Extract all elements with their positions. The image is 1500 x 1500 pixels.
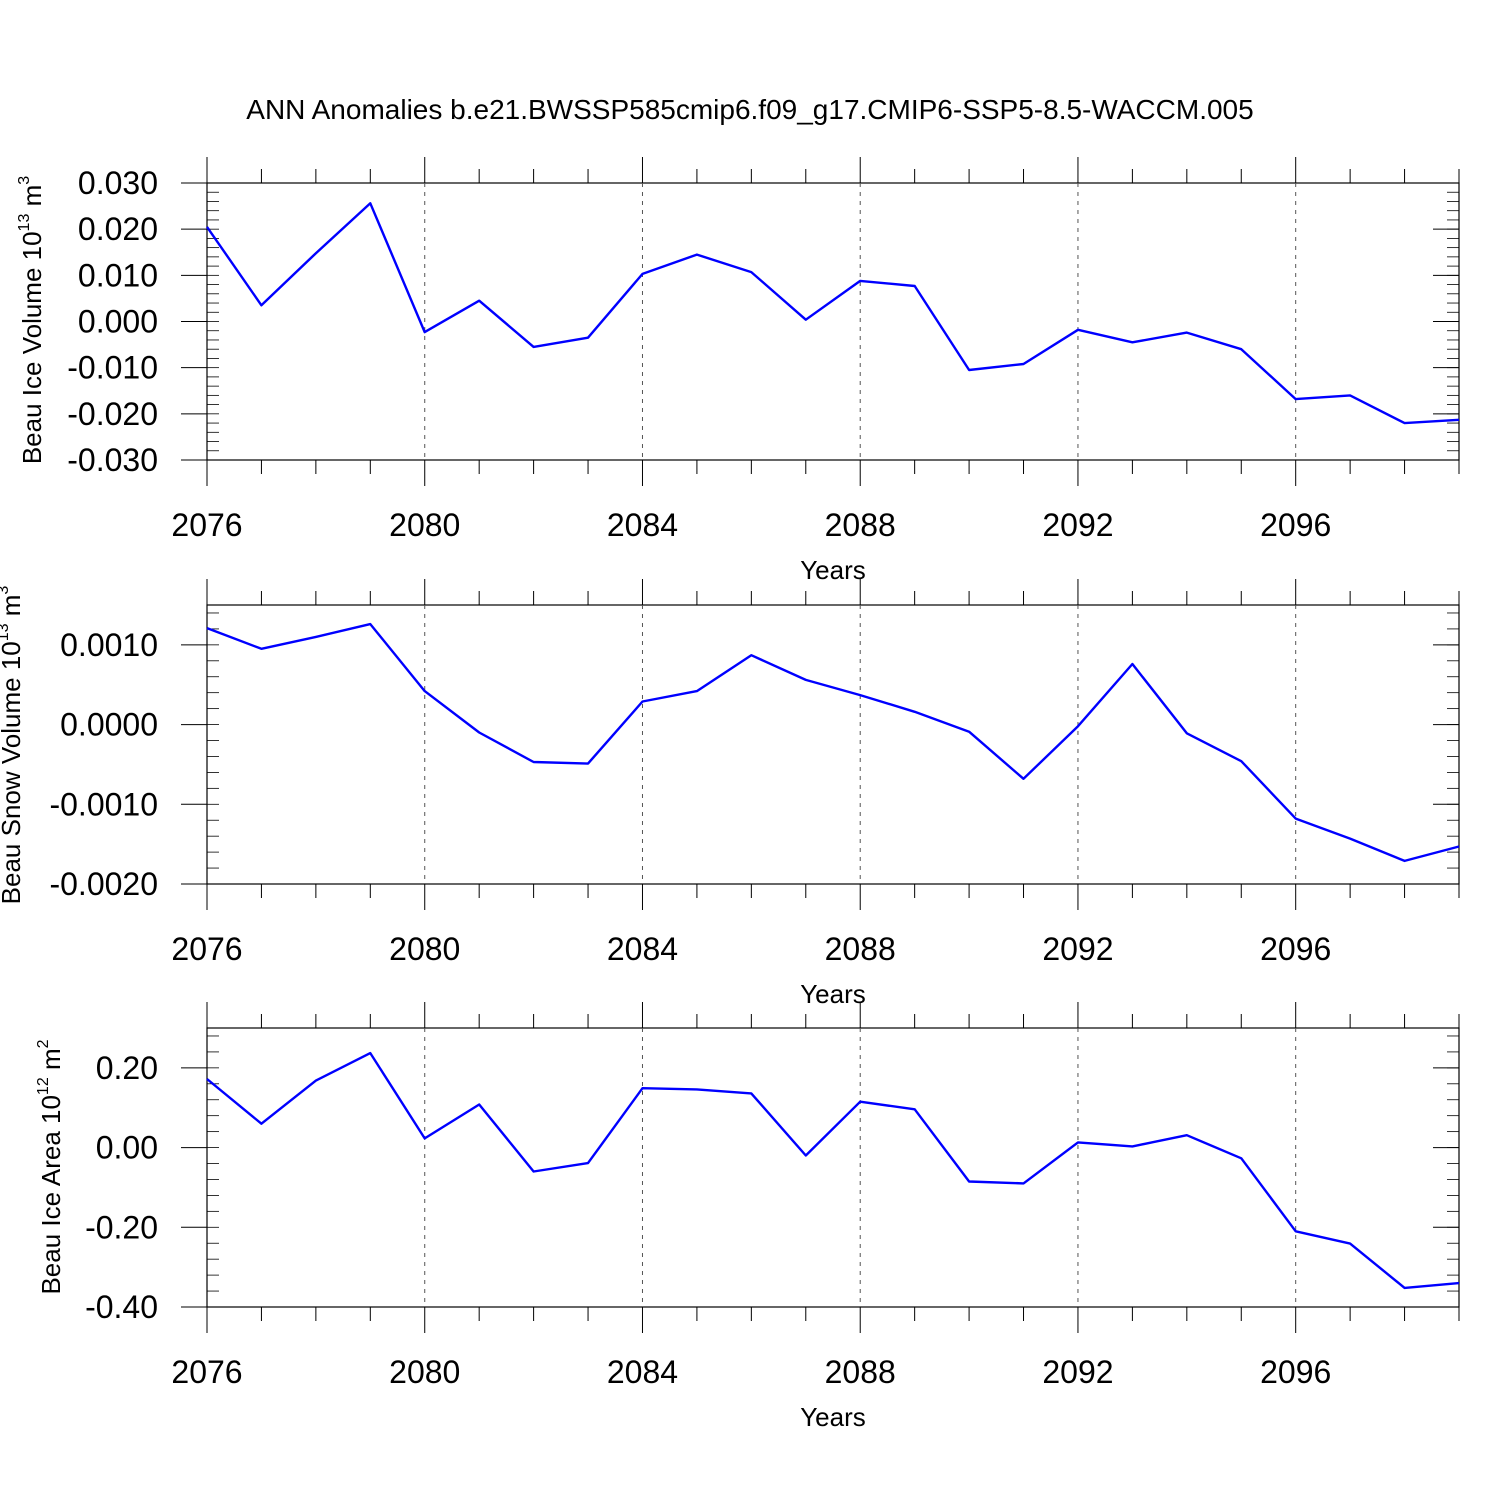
plot-frame (206, 604, 1460, 885)
x-axis-label: Years (800, 555, 866, 585)
x-axis-label: Years (800, 1402, 866, 1432)
y-tick-label: -0.020 (67, 396, 158, 432)
y-tick-label: 0.20 (96, 1050, 158, 1086)
y-axis-label-unit-exponent: 3 (16, 176, 33, 185)
y-axis-label-exponent: 13 (16, 214, 33, 232)
x-tick-label: 2080 (389, 931, 460, 967)
y-tick-label: -0.40 (85, 1289, 158, 1325)
x-tick-label: 2076 (171, 1354, 242, 1390)
y-axis-label-text: Beau Ice Area 10 (36, 1095, 66, 1294)
x-tick-label: 2096 (1260, 507, 1331, 543)
series-line (206, 1051, 1460, 1290)
plot-frame (206, 1027, 1460, 1308)
x-tick-label: 2096 (1260, 931, 1331, 967)
y-axis-label-text: Beau Ice Volume 10 (17, 231, 47, 464)
y-axis-label: Beau Ice Area 1012 m2 (35, 1039, 66, 1294)
y-axis-label: Beau Snow Volume 1013 m3 (0, 586, 26, 905)
x-axis-label: Years (800, 979, 866, 1009)
x-tick-label: 2088 (825, 1354, 896, 1390)
y-axis-label-unit-exponent: 3 (0, 586, 12, 595)
y-tick-label: 0.010 (78, 257, 158, 293)
y-axis-label-exponent: 12 (35, 1077, 52, 1095)
panels: 2076 2080 2084 2088 2092 2096 0.030 0.020 0.010 0… (0, 157, 1460, 1432)
y-tick-label: -0.0020 (49, 866, 158, 902)
y-tick-label: 0.0000 (60, 707, 158, 743)
y-tick-label: 0.030 (78, 165, 158, 201)
y-axis-label-unit-exponent: 2 (35, 1039, 52, 1048)
y-tick-label: 0.020 (78, 211, 158, 247)
x-tick-label: 2080 (389, 1354, 460, 1390)
y-axis-label-exponent: 13 (0, 623, 12, 641)
y-tick-label: -0.030 (67, 442, 158, 478)
y-tick-label: -0.20 (85, 1209, 158, 1245)
y-axis-label-unit: m (17, 185, 47, 214)
x-tick-label: 2084 (607, 507, 678, 543)
x-tick-label: 2088 (825, 507, 896, 543)
x-tick-label: 2088 (825, 931, 896, 967)
y-axis-label-unit: m (36, 1048, 66, 1077)
y-tick-label: 0.000 (78, 304, 158, 340)
y-tick-label: 0.00 (96, 1130, 158, 1166)
y-tick-label: 0.0010 (60, 627, 158, 663)
plot-frame (206, 182, 1460, 461)
x-tick-label: 2092 (1042, 931, 1113, 967)
x-tick-label: 2084 (607, 1354, 678, 1390)
y-tick-label: -0.0010 (49, 786, 158, 822)
panel-1: 2076 2080 2084 2088 2092 2096 0.030 0.020 0.010 0… (16, 157, 1460, 585)
y-axis-label-text: Beau Snow Volume 10 (0, 641, 26, 904)
x-tick-label: 2092 (1042, 1354, 1113, 1390)
y-axis-label-unit: m (0, 595, 26, 624)
y-axis-label: Beau Ice Volume 1013 m3 (16, 176, 47, 464)
chart-title: ANN Anomalies b.e21.BWSSP585cmip6.f09_g1… (246, 94, 1253, 125)
series-line (206, 622, 1460, 863)
panel-3: 2076 2080 2084 2088 2092 2096 0.20 0.00 -0.20 -0.… (35, 1002, 1460, 1432)
x-tick-label: 2076 (171, 931, 242, 967)
panel-2: 2076 2080 2084 2088 2092 2096 0.0010 0.0000 -0.0… (0, 579, 1460, 1009)
x-tick-label: 2096 (1260, 1354, 1331, 1390)
y-tick-label: -0.010 (67, 350, 158, 386)
x-tick-label: 2080 (389, 507, 460, 543)
series-line (206, 202, 1460, 425)
x-tick-label: 2076 (171, 507, 242, 543)
x-tick-label: 2084 (607, 931, 678, 967)
x-tick-label: 2092 (1042, 507, 1113, 543)
